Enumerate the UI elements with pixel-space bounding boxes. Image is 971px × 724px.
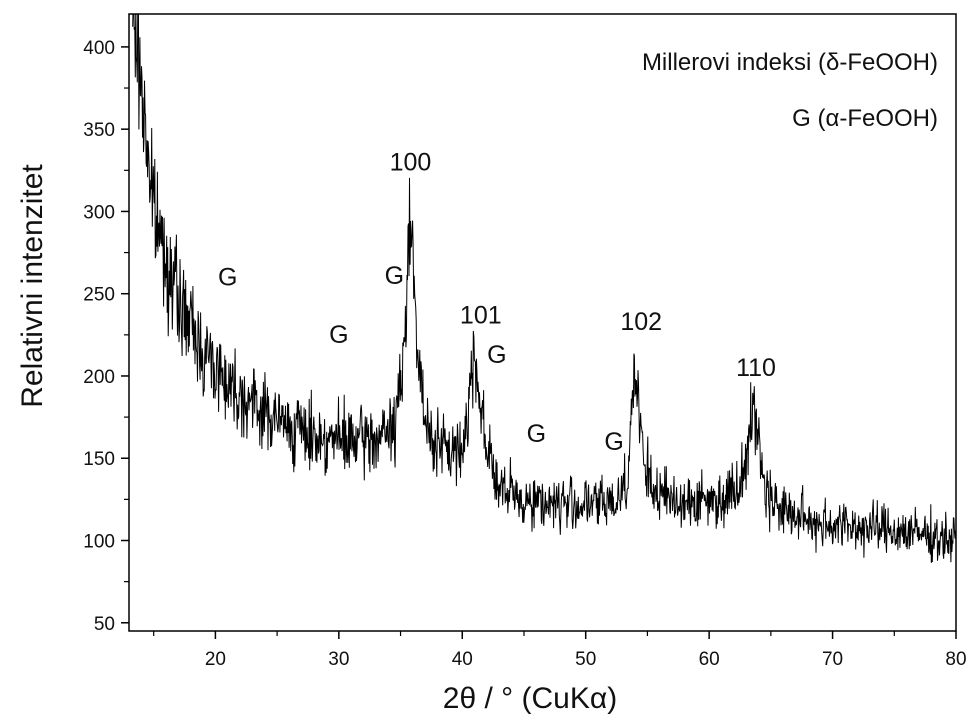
y-tick-label: 250 — [83, 285, 115, 306]
peak-label: 100 — [390, 148, 432, 176]
spectrum-series — [132, 14, 956, 563]
legend: Millerovi indeksi (δ-FeOOH) G (α-FeOOH) — [642, 49, 938, 132]
y-tick-label: 100 — [83, 532, 115, 553]
peak-label: 110 — [736, 354, 776, 382]
legend-entry-miller: Millerovi indeksi (δ-FeOOH) — [642, 49, 938, 76]
peak-label: G — [487, 341, 506, 369]
y-tick-label: 150 — [83, 449, 115, 470]
x-tick-label: 40 — [452, 649, 473, 670]
y-tick-label: 300 — [83, 202, 115, 223]
legend-entry-goethite: G (α-FeOOH) — [792, 105, 938, 132]
peak-label: 101 — [460, 301, 502, 329]
x-tick-label: 80 — [945, 649, 966, 670]
peak-annotations: 100 101 102 110 G G G G G G — [218, 148, 776, 456]
x-tick-label: 50 — [575, 649, 596, 670]
x-tick-label: 30 — [328, 649, 349, 670]
x-tick-label: 60 — [699, 649, 720, 670]
y-tick-label: 350 — [83, 120, 115, 141]
peak-label: G — [218, 263, 237, 291]
x-axis-title: 2θ / ° (CuKα) — [443, 682, 617, 715]
y-tick-label: 50 — [94, 614, 115, 635]
peak-label: G — [385, 262, 404, 290]
spectrum-line — [132, 14, 956, 563]
peak-label: G — [527, 420, 546, 448]
peak-label: 102 — [620, 308, 662, 336]
plot-area — [128, 13, 957, 632]
x-tick-label: 20 — [205, 649, 226, 670]
peak-label: G — [604, 428, 623, 456]
plot-frame — [128, 13, 957, 632]
peak-label: G — [329, 321, 348, 349]
y-axis-title: Relativni intenzitet — [16, 164, 49, 408]
axes: 20 30 40 50 60 70 80 50 100 150 200 250 300 350 400 — [83, 38, 966, 670]
y-tick-label: 400 — [83, 38, 115, 59]
y-tick-label: 200 — [83, 367, 115, 388]
x-tick-label: 70 — [822, 649, 843, 670]
